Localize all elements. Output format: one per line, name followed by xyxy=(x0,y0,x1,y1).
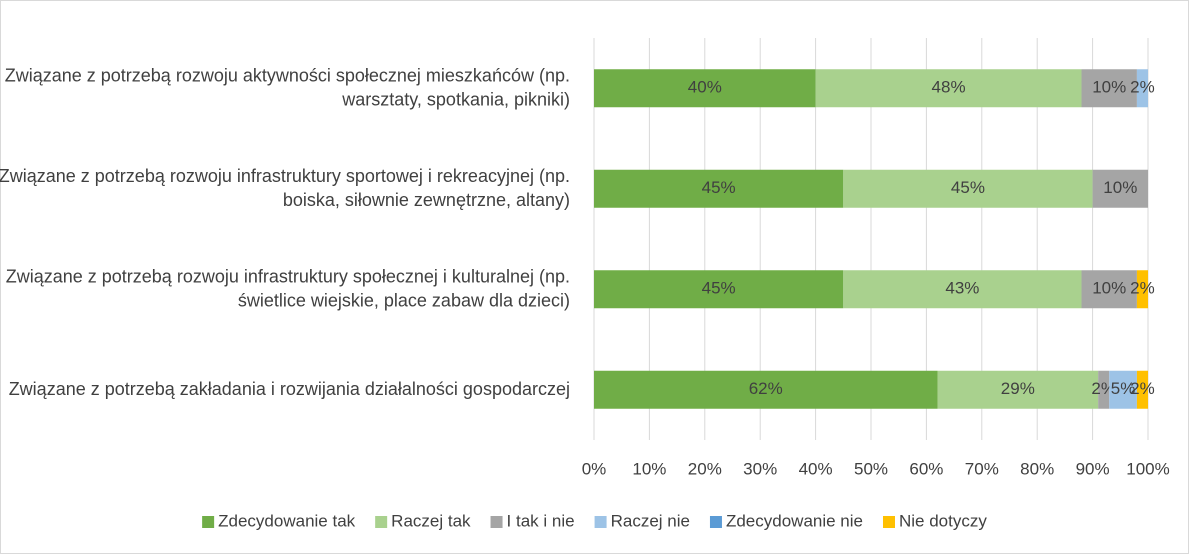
x-tick-label: 20% xyxy=(688,459,722,478)
x-tick-label: 100% xyxy=(1126,459,1169,478)
legend-swatch xyxy=(202,516,215,528)
x-tick-label: 60% xyxy=(909,459,943,478)
bar-segment xyxy=(594,370,938,409)
legend-label: Nie dotyczy xyxy=(899,511,987,530)
data-label: 2% xyxy=(1130,78,1155,97)
category-line: świetlice wiejskie, place zabaw dla dzie… xyxy=(238,290,570,310)
x-tick-label: 30% xyxy=(743,459,777,478)
data-label: 45% xyxy=(702,178,736,197)
data-label: 5% xyxy=(1111,379,1136,398)
data-label: 2% xyxy=(1130,379,1155,398)
data-label: 62% xyxy=(749,379,783,398)
data-label: 10% xyxy=(1092,279,1126,298)
data-label: 10% xyxy=(1103,178,1137,197)
y-tick-label: Związane z potrzebą rozwoju infrastruktu… xyxy=(0,166,570,210)
legend-swatch xyxy=(709,516,722,528)
data-label: 40% xyxy=(688,78,722,97)
legend-label: Raczej tak xyxy=(391,511,471,530)
x-tick-label: 70% xyxy=(965,459,999,478)
bar-segment xyxy=(1081,270,1137,309)
bar-segment xyxy=(1136,69,1148,108)
bar-segment xyxy=(594,270,844,309)
bar-segment xyxy=(594,169,844,208)
x-tick-label: 90% xyxy=(1076,459,1110,478)
data-label: 48% xyxy=(932,78,966,97)
legend-label: Zdecydowanie nie xyxy=(726,511,863,530)
y-tick-label: Związane z potrzebą zakładania i rozwija… xyxy=(9,379,570,399)
bar-segment xyxy=(1092,169,1148,208)
category-line: Związane z potrzebą rozwoju aktywności s… xyxy=(5,65,570,85)
bar-segment xyxy=(1081,69,1137,108)
data-label: 45% xyxy=(951,178,985,197)
x-tick-label: 50% xyxy=(854,459,888,478)
legend: Zdecydowanie tak Raczej tak I tak i nie Rac… xyxy=(202,511,987,530)
legend-label: Raczej nie xyxy=(611,511,690,530)
legend-swatch xyxy=(594,516,607,528)
bar-segment xyxy=(843,270,1082,309)
bar-segment xyxy=(843,169,1093,208)
bar-segment xyxy=(1136,370,1148,409)
bar-segment xyxy=(1098,370,1110,409)
bar-segment xyxy=(594,69,816,108)
legend-label: I tak i nie xyxy=(507,511,575,530)
legend-label: Zdecydowanie tak xyxy=(218,511,356,530)
category-line: boiska, siłownie zewnętrzne, altany) xyxy=(283,190,570,210)
category-line: Związane z potrzebą zakładania i rozwija… xyxy=(9,379,570,399)
y-tick-label: Związane z potrzebą rozwoju infrastruktu… xyxy=(6,266,570,310)
data-label: 2% xyxy=(1130,279,1155,298)
data-label: 29% xyxy=(1001,379,1035,398)
category-line: Związane z potrzebą rozwoju infrastruktu… xyxy=(0,166,570,186)
legend-swatch xyxy=(490,516,503,528)
bar-segment xyxy=(815,69,1082,108)
category-line: warsztaty, spotkania, pikniki) xyxy=(341,89,570,109)
data-label: 45% xyxy=(702,279,736,298)
bar-segment xyxy=(1136,270,1148,309)
category-line: Związane z potrzebą rozwoju infrastruktu… xyxy=(6,266,570,286)
x-tick-label: 80% xyxy=(1020,459,1054,478)
bar-segment xyxy=(1109,370,1137,409)
x-tick-label: 0% xyxy=(582,459,607,478)
legend-swatch xyxy=(882,516,895,528)
x-tick-label: 40% xyxy=(799,459,833,478)
y-tick-label: Związane z potrzebą rozwoju aktywności s… xyxy=(5,65,570,109)
data-label: 43% xyxy=(945,279,979,298)
bar-segment xyxy=(937,370,1099,409)
x-tick-label: 10% xyxy=(632,459,666,478)
data-label: 10% xyxy=(1092,78,1126,97)
legend-swatch xyxy=(375,516,388,528)
